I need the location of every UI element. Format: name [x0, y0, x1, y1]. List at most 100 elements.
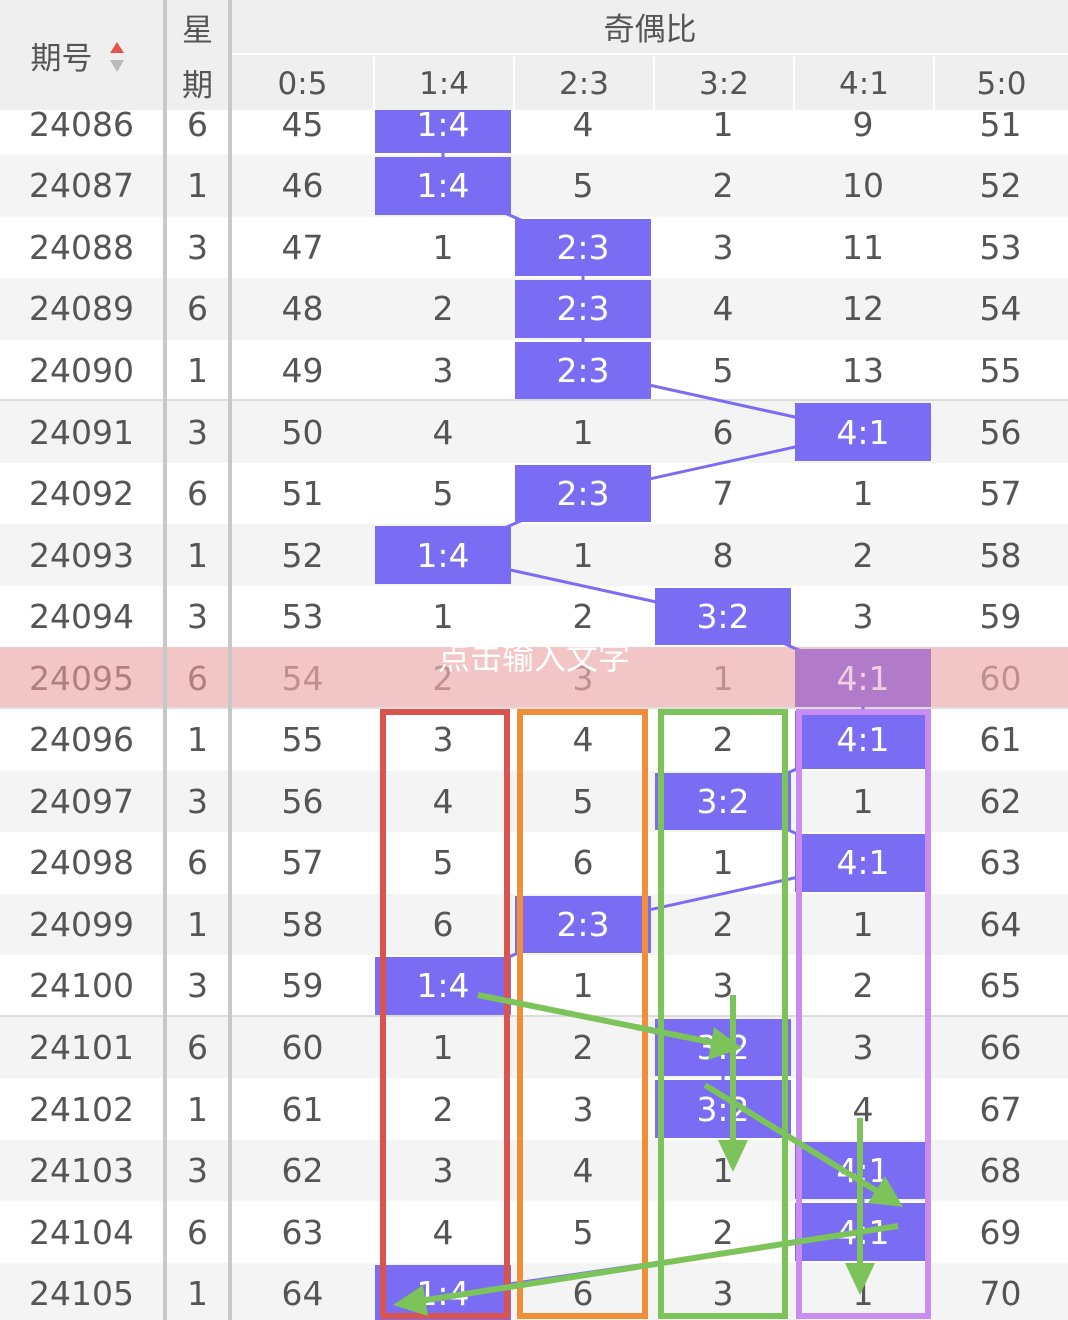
- group-header: 奇偶比: [232, 0, 1068, 55]
- weekday-cell: 6: [187, 1028, 208, 1068]
- weekday-cell: 6: [187, 843, 208, 883]
- data-cell: 53: [979, 227, 1022, 267]
- data-cell: 60: [979, 658, 1022, 698]
- data-cell: 6: [572, 843, 594, 883]
- data-cell: 1: [852, 1274, 874, 1314]
- data-cell: 1: [432, 597, 454, 637]
- data-cell: 66: [979, 1028, 1022, 1068]
- hit-cell: 4:1: [795, 1203, 931, 1261]
- data-cell: 2: [712, 720, 734, 760]
- hit-cell: 4:1: [795, 1141, 931, 1200]
- data-cell: 47: [281, 227, 324, 267]
- data-cell: 4: [432, 1212, 454, 1252]
- weekday-cell: 6: [187, 289, 208, 329]
- issue-cell: 24095: [29, 658, 134, 698]
- data-cell: 6: [572, 1274, 594, 1314]
- data-cell: 9: [852, 104, 874, 144]
- data-cell: 48: [281, 289, 324, 329]
- issue-cell: 24098: [29, 843, 134, 883]
- divider: [163, 0, 167, 1320]
- data-cell: 3: [712, 227, 734, 267]
- weekday-cell: 1: [187, 1274, 208, 1314]
- data-cell: 50: [281, 412, 324, 452]
- data-cell: 52: [281, 535, 324, 575]
- weekday-cell: 3: [187, 781, 208, 821]
- hit-cell: 4:1: [795, 649, 931, 707]
- hit-cell: 2:3: [515, 895, 651, 954]
- sort-icon[interactable]: [107, 40, 127, 74]
- issue-cell: 24099: [29, 904, 134, 944]
- data-cell: 3: [852, 1028, 874, 1068]
- data-cell: 4: [432, 412, 454, 452]
- issue-cell: 24091: [29, 412, 134, 452]
- data-cell: 2: [852, 966, 874, 1006]
- data-cell: 1: [572, 966, 594, 1006]
- issue-cell: 24103: [29, 1151, 134, 1191]
- data-cell: 57: [979, 474, 1022, 514]
- issue-header[interactable]: 期号: [0, 0, 163, 110]
- data-cell: 61: [979, 720, 1022, 760]
- column-header: 2:3: [513, 57, 653, 110]
- data-cell: 2: [432, 1089, 454, 1129]
- hit-cell: 2:3: [515, 218, 651, 277]
- data-cell: 5: [572, 166, 594, 206]
- issue-cell: 24104: [29, 1212, 134, 1252]
- divider: [163, 0, 167, 110]
- issue-cell: 24101: [29, 1028, 134, 1068]
- data-cell: 46: [281, 166, 324, 206]
- weekday-cell: 1: [187, 720, 208, 760]
- data-cell: 1: [572, 535, 594, 575]
- data-cell: 54: [979, 289, 1022, 329]
- data-cell: 62: [281, 1151, 324, 1191]
- data-cell: 5: [432, 474, 454, 514]
- data-cell: 5: [432, 843, 454, 883]
- data-cell: 6: [432, 904, 454, 944]
- data-cell: 45: [281, 104, 324, 144]
- data-cell: 3: [432, 350, 454, 390]
- hit-cell: 4:1: [795, 403, 931, 461]
- hit-cell: 2:3: [515, 280, 651, 338]
- data-cell: 2: [432, 658, 454, 698]
- data-cell: 8: [712, 535, 734, 575]
- data-cell: 58: [281, 904, 324, 944]
- data-cell: 51: [979, 104, 1022, 144]
- data-cell: 56: [281, 781, 324, 821]
- data-cell: 10: [842, 166, 884, 206]
- hit-cell: 3:2: [655, 587, 791, 646]
- issue-cell: 24102: [29, 1089, 134, 1129]
- hit-cell: 1:4: [375, 1264, 511, 1320]
- data-cell: 69: [979, 1212, 1022, 1252]
- hit-cell: 3:2: [655, 772, 791, 831]
- column-header: 1:4: [373, 57, 513, 110]
- data-cell: 54: [281, 658, 324, 698]
- table-header: 期号 星 期 奇偶比 0:5 1:4 2:3 3:2 4:1 5:0: [0, 0, 1068, 110]
- hit-cell: 1:4: [375, 526, 511, 584]
- data-cell: 63: [979, 843, 1022, 883]
- data-cell: 55: [281, 720, 324, 760]
- hit-cell: 1:4: [375, 157, 511, 215]
- data-cell: 60: [281, 1028, 324, 1068]
- row-background: [0, 585, 1068, 648]
- data-cell: 2: [712, 166, 734, 206]
- data-cell: 70: [979, 1274, 1022, 1314]
- divider: [228, 0, 232, 1320]
- row-background: [0, 155, 1068, 217]
- issue-cell: 24097: [29, 781, 134, 821]
- data-cell: 1: [852, 781, 874, 821]
- weekday-cell: 1: [187, 166, 208, 206]
- weekday-cell: 3: [187, 966, 208, 1006]
- weekday-cell: 6: [187, 474, 208, 514]
- data-cell: 1: [852, 474, 874, 514]
- data-cell: 65: [979, 966, 1022, 1006]
- hit-cell: 4:1: [795, 834, 931, 892]
- data-cell: 68: [979, 1151, 1022, 1191]
- data-cell: 2: [572, 1028, 594, 1068]
- hit-cell: 4:1: [795, 711, 931, 769]
- data-cell: 56: [979, 412, 1022, 452]
- data-cell: 4: [852, 1089, 874, 1129]
- data-cell: 1: [712, 658, 734, 698]
- data-cell: 3: [432, 1151, 454, 1191]
- data-cell: 59: [979, 597, 1022, 637]
